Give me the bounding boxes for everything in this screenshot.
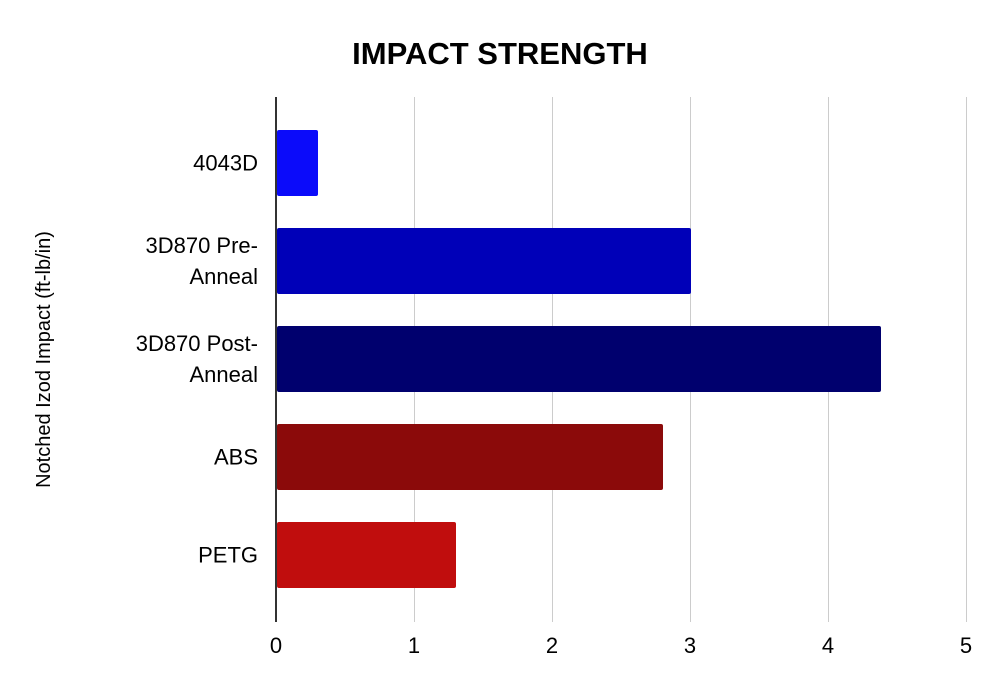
x-axis-tick-labels: 0 1 2 3 4 5 [270,633,972,659]
axis-baseline [275,97,277,622]
bar-3d870-post-anneal [277,326,882,392]
category-axis-labels: 4043D 3D870 Pre-Anneal 3D870 Post-Anneal AB… [0,0,276,691]
x-tick-label-0: 0 [269,633,283,658]
x-tick-label-4: 4 [821,633,835,658]
category-label-abs: ABS [213,444,258,470]
plot-area [275,97,967,622]
bar-4043d [277,130,319,196]
category-label-3d870-post-anneal: 3D870 Post-Anneal [135,331,258,387]
x-tick-label-2: 2 [545,633,559,658]
category-label-4043d: 4043D [193,150,258,176]
x-tick-label-3: 3 [683,633,697,658]
chart-title: IMPACT STRENGTH [352,36,648,71]
bar-abs [277,424,664,490]
category-label-3d870-pre-anneal: 3D870 Pre-Anneal [145,233,258,289]
x-tick-label-5: 5 [959,633,973,658]
bar-petg [277,522,457,588]
bar-3d870-pre-anneal [277,228,691,294]
gridline-x-5 [966,97,967,622]
category-label-petg: PETG [198,542,258,568]
x-tick-label-1: 1 [407,633,421,658]
